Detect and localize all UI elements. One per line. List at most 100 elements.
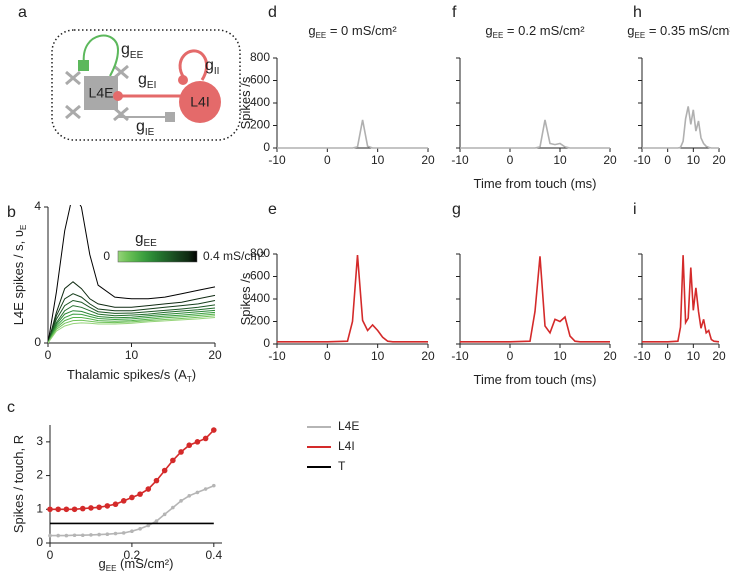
data-point [55,506,61,513]
edge-label-main: g [205,57,214,74]
colorbar [117,250,198,263]
data-line [48,313,216,344]
edge-label-main: g [121,41,130,58]
x-tick-label: -10 [633,349,651,363]
data-point [203,487,208,491]
colorbar-tick-label: 0 [103,249,110,263]
x-tick-label: 20 [208,348,222,362]
y-axis-label-part: Spikes / touch, R [11,435,26,533]
ee-connection [82,34,120,77]
x-tick-label: 20 [603,153,617,167]
data-point [113,531,118,536]
y-tick-label: 800 [250,50,270,64]
data-point [89,533,93,537]
panel-letter: d [268,4,277,21]
y-tick-label: 0 [263,336,270,350]
x-tick-label: 10 [371,349,385,363]
data-point [104,503,111,509]
data-point [112,501,119,508]
legend-label: T [338,459,346,473]
data-point [194,439,201,445]
y-tick-label: 1 [36,501,43,515]
data-line [642,255,720,343]
x-tick-label: 20 [421,349,435,363]
data-point [179,499,183,503]
panel-letter: g [452,201,461,218]
data-point [97,532,101,537]
y-axis-label-part: L4E spikes / s, υ [11,230,26,325]
x-axis-label-part: ) [192,367,196,382]
circuit-diagram: L4E L4I gEE gEI gII gIE [51,29,241,141]
x-tick-label: 10 [553,349,567,363]
node-label: L4E [89,85,114,101]
x-tick-label: 0.2 [124,548,141,562]
data-point [129,494,135,501]
data-point [48,533,52,538]
data-point [146,523,151,528]
y-tick-label: 800 [250,246,270,260]
data-point [211,427,217,433]
y-tick-label: 3 [36,434,43,448]
data-line [277,119,428,149]
edge-label: gEE [121,41,144,60]
x-tick-label: 10 [553,153,567,167]
x-axis-label: Thalamic spikes/s (AT) [67,367,196,384]
data-point [212,483,216,488]
data-point [121,531,126,535]
data-point [161,467,168,474]
data-line [48,311,216,344]
data-point [171,505,175,510]
panel-letter: b [7,204,16,221]
input-synapses [65,64,129,122]
data-point [88,505,94,511]
x-tick-label: 0 [45,348,52,362]
edge-label-main: g [136,118,145,135]
y-tick-label: 2 [36,468,43,482]
ii-synapse [178,75,188,85]
data-line [48,317,216,344]
x-tick-label: -10 [633,153,651,167]
ei-synapse [113,91,123,101]
data-line [48,315,216,344]
data-line [48,305,216,344]
panel-title-part: g [485,23,492,38]
data-point [120,498,127,504]
axis-line [47,207,215,344]
edge-label-sub: II [214,66,220,77]
x-tick-label: 20 [712,153,726,167]
colorbar-label-part: g [135,230,143,247]
y-tick-label: 0 [36,535,43,549]
data-point [195,490,200,495]
y-axis-label: Spikes / touch, R [11,435,26,533]
edge-label: gEI [138,71,156,90]
panel-title-part: g [308,23,315,38]
data-point [72,533,77,538]
ee-synapse [78,60,89,71]
data-point [56,533,60,538]
colorbar-label: gEE [135,230,157,249]
y-axis-label-part: Spikes /s [238,272,253,325]
x-tick-label: 0 [664,349,671,363]
x-tick-label: 0 [47,548,54,562]
data-line [48,205,216,344]
data-point [64,533,69,538]
node-label: L4I [190,94,209,110]
x-tick-label: 10 [125,348,139,362]
y-axis-label: L4E spikes / s, υE [11,225,28,326]
x-axis-label: gEE (mS/cm²) [99,556,174,571]
data-line [642,106,719,149]
edge-label-main: g [138,71,147,88]
x-axis-label-part: g [99,556,106,571]
panel-letter: e [268,201,277,218]
panel-title-sub: EE [316,31,327,40]
y-axis-label: Spikes /s [238,272,253,325]
x-tick-label: 0 [507,153,514,167]
data-point [186,442,193,449]
data-point [202,435,209,442]
data-point [79,505,86,512]
edge-label-sub: EE [130,50,144,61]
x-tick-label: 10 [687,153,701,167]
x-axis-label-sub: T [187,375,192,384]
data-point [178,449,184,455]
colorbar-tick-label: 0.4 mS/cm² [203,249,264,263]
